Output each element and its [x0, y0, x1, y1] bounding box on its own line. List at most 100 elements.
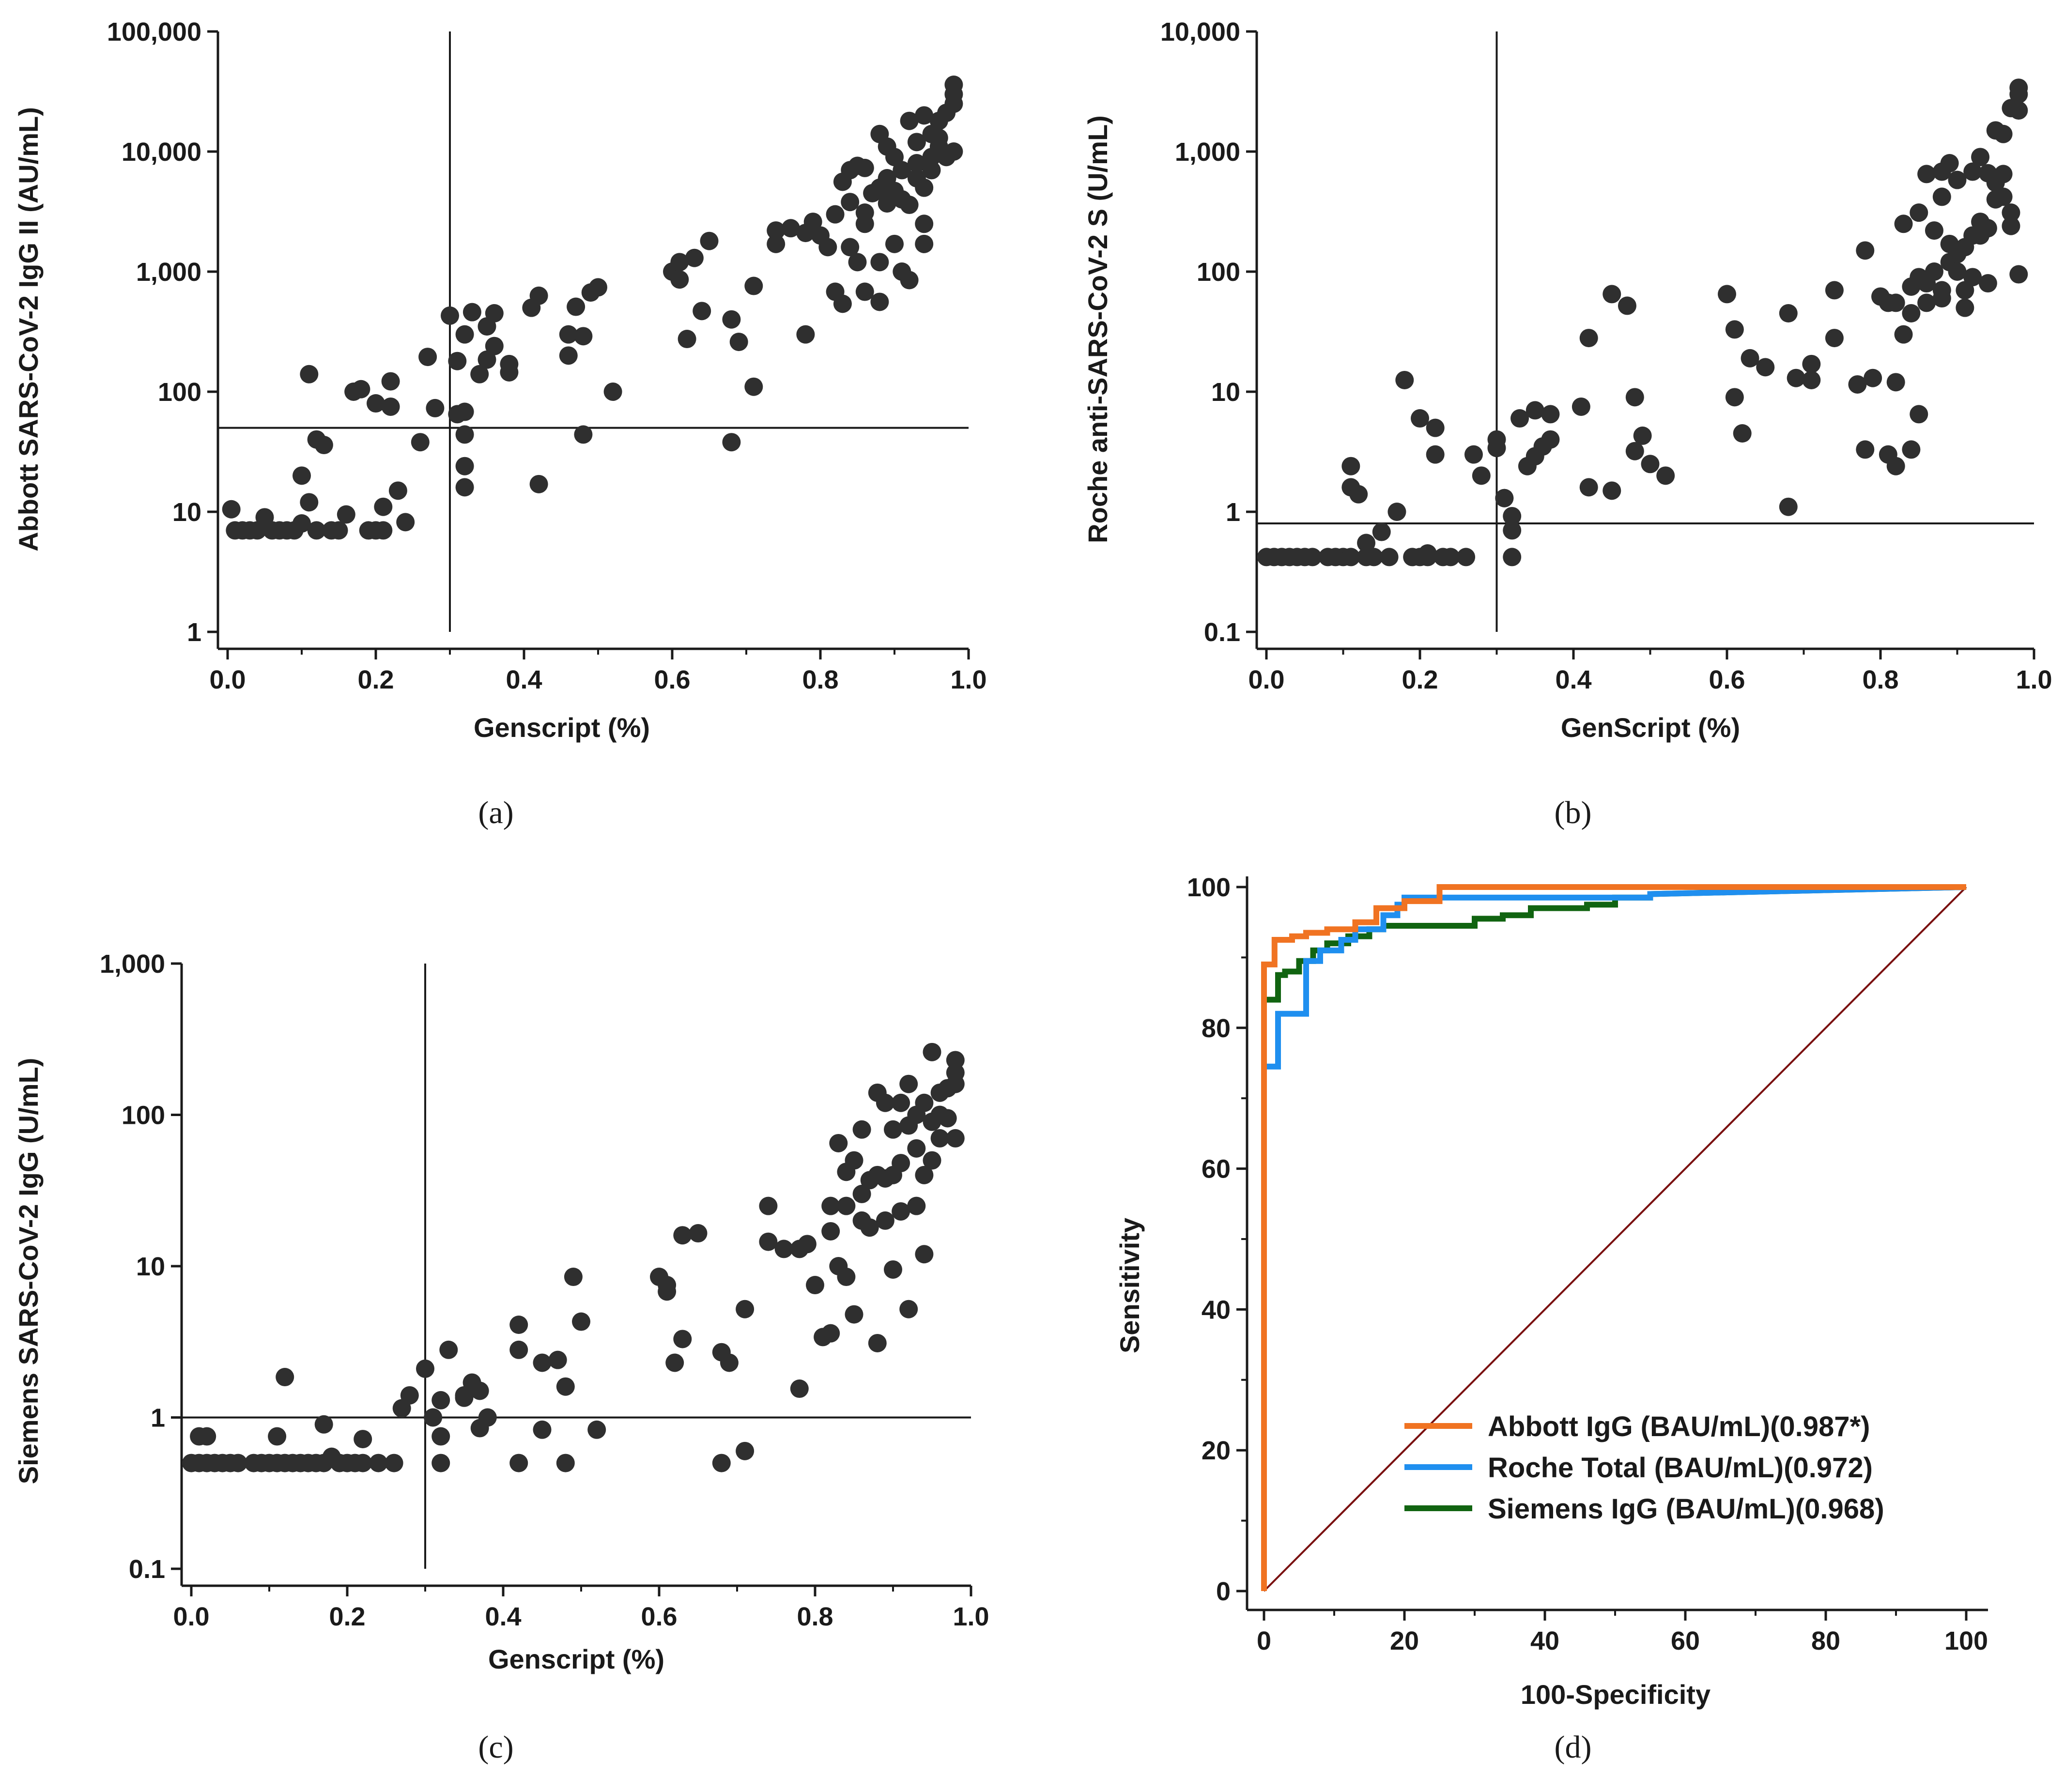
scatter-point — [899, 1074, 918, 1093]
scatter-point — [1541, 405, 1560, 424]
scatter-point — [852, 1184, 871, 1203]
scatter-point — [439, 1340, 458, 1359]
scatter-point — [1994, 187, 2013, 206]
scatter-point — [1441, 548, 1460, 567]
scatter-point — [1825, 329, 1844, 348]
scatter-point — [1741, 349, 1759, 368]
scatter-point — [855, 214, 874, 233]
scatter-point — [781, 219, 800, 238]
scatter-point — [806, 1276, 824, 1295]
scatter-point — [509, 1340, 528, 1359]
scatter-point — [837, 1196, 856, 1215]
panel-d-legend: Abbott IgG (BAU/mL)(0.987*) Roche Total … — [1404, 1411, 1884, 1525]
panel-d-ylabel: Sensitivity — [1114, 1218, 1145, 1353]
scatter-point — [1303, 548, 1322, 567]
y-tick-label: 100 — [158, 378, 201, 407]
scatter-point — [915, 234, 934, 253]
scatter-point — [759, 1232, 778, 1251]
scatter-point — [767, 221, 786, 240]
y-tick-label: 10 — [172, 498, 201, 527]
x-tick-label: 0.0 — [173, 1602, 209, 1631]
scatter-point — [455, 478, 474, 497]
panel-c-caption: (c) — [478, 1730, 513, 1765]
scatter-point — [564, 1268, 583, 1287]
scatter-point — [855, 158, 874, 177]
scatter-point — [352, 380, 370, 398]
panel-b-points — [1257, 31, 2034, 632]
scatter-point — [915, 1245, 934, 1264]
scatter-point — [841, 238, 860, 257]
scatter-point — [1864, 368, 1882, 387]
scatter-point — [1917, 165, 1936, 184]
panel-a-ylabel: Abbott SARS-CoV-2 IgG II (AU/mL) — [13, 107, 44, 551]
x-tick-label: 0.6 — [641, 1602, 677, 1631]
scatter-point — [2009, 101, 2028, 120]
scatter-point — [1779, 497, 1798, 516]
scatter-point — [923, 1042, 941, 1061]
scatter-point — [1856, 241, 1875, 260]
y-tick-label: 1,000 — [100, 950, 165, 979]
scatter-point — [416, 1359, 434, 1378]
scatter-point — [478, 350, 496, 369]
scatter-point — [885, 234, 904, 253]
panel-d-caption: (d) — [1555, 1730, 1592, 1765]
scatter-point — [314, 436, 333, 455]
scatter-point — [1725, 320, 1744, 339]
scatter-point — [1357, 534, 1376, 552]
x-tick-label: 0.6 — [654, 665, 690, 694]
y-tick-label: 0 — [1216, 1577, 1231, 1606]
panel-c-xlabel: Genscript (%) — [488, 1644, 664, 1674]
scatter-point — [1910, 405, 1928, 424]
y-tick-label: 1 — [187, 618, 201, 647]
scatter-point — [548, 1350, 567, 1369]
scatter-point — [1917, 293, 1936, 312]
scatter-point — [1625, 388, 1644, 407]
scatter-point — [1718, 285, 1736, 304]
scatter-point — [485, 304, 504, 323]
scatter-point — [946, 1129, 965, 1148]
scatter-point — [722, 310, 741, 329]
scatter-point — [1457, 548, 1476, 567]
scatter-point — [229, 1454, 247, 1472]
y-tick-label: 100,000 — [107, 17, 201, 46]
scatter-point — [388, 481, 407, 500]
scatter-point — [1472, 466, 1491, 485]
scatter-point — [1940, 154, 1959, 173]
scatter-point — [1948, 262, 1967, 281]
scatter-point — [431, 1427, 450, 1446]
scatter-point — [1603, 481, 1621, 500]
y-tick-label: 1,000 — [1175, 138, 1240, 167]
scatter-point — [509, 1454, 528, 1472]
y-tick-label: 0.1 — [1204, 618, 1240, 647]
scatter-point — [2009, 265, 2028, 284]
scatter-point — [670, 253, 689, 272]
scatter-point — [1994, 124, 2013, 143]
panel-b: 0.0 0.2 0.4 0.6 0.8 1.0 0.1 1 10 100 1,000 10,000 G… — [1082, 17, 2052, 830]
scatter-point — [470, 365, 489, 383]
scatter-point — [455, 425, 474, 444]
scatter-point — [1902, 440, 1921, 459]
scatter-point — [829, 1133, 848, 1152]
scatter-point — [374, 521, 393, 540]
legend-label-abbott: Abbott IgG (BAU/mL)(0.987*) — [1488, 1411, 1870, 1442]
scatter-point — [559, 325, 578, 344]
scatter-point — [923, 1151, 941, 1170]
scatter-point — [1464, 445, 1483, 464]
scatter-point — [314, 1415, 333, 1434]
y-tick-label: 1 — [1226, 498, 1240, 527]
panel-c: 0.0 0.2 0.4 0.6 0.8 1.0 0.1 1 10 100 1,000 Genscri… — [13, 950, 989, 1765]
scatter-point — [1932, 289, 1951, 308]
scatter-point — [424, 1408, 443, 1427]
scatter-point — [1825, 281, 1844, 300]
scatter-point — [1978, 274, 1997, 293]
scatter-point — [900, 271, 919, 290]
scatter-point — [603, 383, 622, 401]
y-tick-label: 100 — [1197, 258, 1240, 287]
x-tick-label: 0.8 — [1862, 665, 1898, 694]
scatter-point — [470, 1381, 489, 1400]
scatter-point — [900, 196, 919, 214]
scatter-point — [930, 1129, 949, 1148]
scatter-point — [1963, 268, 1982, 287]
scatter-point — [876, 1093, 894, 1112]
scatter-point — [767, 234, 786, 253]
